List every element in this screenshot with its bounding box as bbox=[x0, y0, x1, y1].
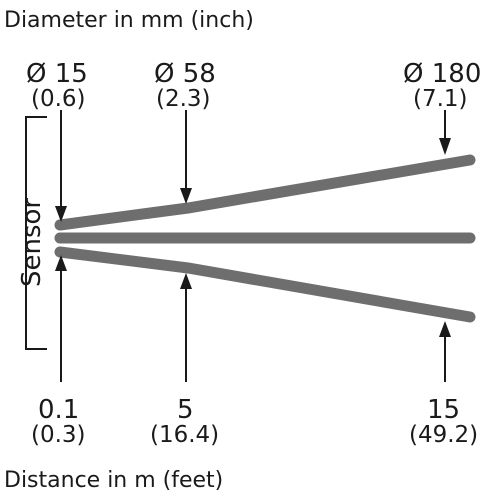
distance-imperial-2: (16.4) bbox=[150, 422, 219, 448]
distance-label-3: 15 bbox=[427, 395, 460, 425]
diameter-label-3: Ø 180 bbox=[403, 59, 481, 89]
diameter-label-2: Ø 58 bbox=[154, 59, 216, 89]
diameter-imperial-2: (2.3) bbox=[156, 86, 211, 112]
diameter-arrowhead-2 bbox=[180, 188, 192, 204]
diameter-imperial-1: (0.6) bbox=[31, 86, 86, 112]
distance-label-1: 0.1 bbox=[38, 395, 79, 425]
beam-lower-edge bbox=[54, 246, 476, 323]
sensor-label: Sensor bbox=[17, 198, 47, 287]
diameter-arrowhead-1 bbox=[55, 206, 67, 222]
distance-arrowhead-3 bbox=[439, 321, 451, 337]
distance-imperial-1: (0.3) bbox=[31, 422, 86, 448]
distance-arrowhead-1 bbox=[55, 255, 67, 271]
distance-label-2: 5 bbox=[177, 395, 194, 425]
sensor-bracket bbox=[25, 116, 47, 350]
distance-arrowhead-2 bbox=[180, 273, 192, 289]
distance-title: Distance in m (feet) bbox=[4, 468, 223, 493]
diameter-imperial-3: (7.1) bbox=[413, 86, 468, 112]
diameter-label-1: Ø 15 bbox=[26, 59, 88, 89]
diameter-title: Diameter in mm (inch) bbox=[4, 8, 254, 33]
distance-imperial-3: (49.2) bbox=[409, 422, 478, 448]
beam-upper-edge bbox=[54, 154, 476, 231]
diameter-arrowhead-3 bbox=[439, 138, 451, 155]
